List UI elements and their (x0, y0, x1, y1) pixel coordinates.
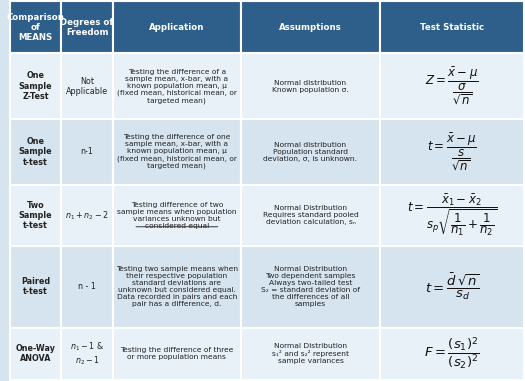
FancyBboxPatch shape (61, 246, 113, 328)
Text: Two
Sample
t-test: Two Sample t-test (19, 200, 52, 230)
FancyBboxPatch shape (61, 185, 113, 246)
Text: $t = \dfrac{\bar{x}_1 - \bar{x}_2}{s_p\sqrt{\dfrac{1}{n_1} + \dfrac{1}{n_2}}}$: $t = \dfrac{\bar{x}_1 - \bar{x}_2}{s_p\s… (406, 193, 497, 238)
FancyBboxPatch shape (113, 2, 241, 53)
Text: Testing the difference of three
or more population means: Testing the difference of three or more … (120, 347, 234, 360)
Text: Normal Distribution
Two dependent samples
Always two-tailed test
S₂ = standard d: Normal Distribution Two dependent sample… (261, 266, 360, 307)
Text: Testing two sample means when
their respective population
standard deviations ar: Testing two sample means when their resp… (116, 266, 238, 307)
FancyBboxPatch shape (61, 119, 113, 185)
FancyBboxPatch shape (380, 185, 523, 246)
FancyBboxPatch shape (10, 53, 61, 119)
FancyBboxPatch shape (113, 328, 241, 379)
Text: Normal Distribution
Requires standard pooled
deviation calculation, sₙ: Normal Distribution Requires standard po… (262, 205, 359, 226)
FancyBboxPatch shape (241, 328, 380, 379)
Text: n-1: n-1 (81, 147, 93, 157)
Text: Testing the difference of a
sample mean, x-bar, with a
known population mean, μ
: Testing the difference of a sample mean,… (117, 69, 237, 104)
Text: Not
Applicable: Not Applicable (66, 77, 108, 96)
Text: Comparison
of
MEANS: Comparison of MEANS (7, 13, 65, 42)
FancyBboxPatch shape (113, 53, 241, 119)
Text: Degrees of
Freedom: Degrees of Freedom (60, 18, 113, 37)
FancyBboxPatch shape (10, 185, 61, 246)
FancyBboxPatch shape (113, 246, 241, 328)
Text: Application: Application (149, 23, 205, 32)
Text: $F = \dfrac{(s_1)^2}{(s_2)^2}$: $F = \dfrac{(s_1)^2}{(s_2)^2}$ (424, 336, 479, 371)
Text: Test Statistic: Test Statistic (419, 23, 484, 32)
FancyBboxPatch shape (10, 328, 61, 379)
FancyBboxPatch shape (113, 119, 241, 185)
Text: Paired
t-test: Paired t-test (21, 277, 50, 296)
Text: Testing difference of two
sample means when population
variances unknown but
con: Testing difference of two sample means w… (117, 202, 237, 229)
Text: Normal Distribution
s₁² and s₂² represent
sample variances: Normal Distribution s₁² and s₂² represen… (272, 343, 349, 364)
FancyBboxPatch shape (380, 246, 523, 328)
Text: $t = \dfrac{\bar{x} - \mu}{\dfrac{s}{\sqrt{n}}}$: $t = \dfrac{\bar{x} - \mu}{\dfrac{s}{\sq… (427, 131, 477, 173)
FancyBboxPatch shape (380, 328, 523, 379)
FancyBboxPatch shape (241, 2, 380, 53)
FancyBboxPatch shape (380, 53, 523, 119)
FancyBboxPatch shape (241, 119, 380, 185)
FancyBboxPatch shape (380, 2, 523, 53)
FancyBboxPatch shape (10, 246, 61, 328)
Text: $n_1+n_2-2$: $n_1+n_2-2$ (65, 209, 109, 222)
Text: Assumptions: Assumptions (279, 23, 342, 32)
Text: One
Sample
t-test: One Sample t-test (19, 137, 52, 167)
Text: One
Sample
Z-Test: One Sample Z-Test (19, 71, 52, 101)
FancyBboxPatch shape (380, 119, 523, 185)
Text: Normal distribution
Known population σ.: Normal distribution Known population σ. (272, 80, 349, 93)
FancyBboxPatch shape (61, 2, 113, 53)
Text: n - 1: n - 1 (78, 282, 96, 291)
FancyBboxPatch shape (10, 119, 61, 185)
FancyBboxPatch shape (113, 185, 241, 246)
Text: Testing the difference of one
sample mean, x-bar, with a
known population mean, : Testing the difference of one sample mea… (117, 134, 237, 170)
Text: Normal distribution
Population standard
deviation, σ, is unknown.: Normal distribution Population standard … (264, 142, 358, 162)
FancyBboxPatch shape (61, 328, 113, 379)
Text: $Z = \dfrac{\bar{x} - \mu}{\dfrac{\sigma}{\sqrt{n}}}$: $Z = \dfrac{\bar{x} - \mu}{\dfrac{\sigma… (425, 66, 478, 107)
FancyBboxPatch shape (241, 246, 380, 328)
FancyBboxPatch shape (10, 2, 61, 53)
Text: $t = \dfrac{\bar{d}\,\sqrt{n}}{s_d}$: $t = \dfrac{\bar{d}\,\sqrt{n}}{s_d}$ (425, 271, 479, 302)
Text: $n_1-1$ & 
$n_2-1$: $n_1-1$ & $n_2-1$ (70, 340, 104, 367)
FancyBboxPatch shape (61, 53, 113, 119)
FancyBboxPatch shape (241, 53, 380, 119)
FancyBboxPatch shape (241, 185, 380, 246)
Text: One-Way
ANOVA: One-Way ANOVA (16, 344, 56, 363)
